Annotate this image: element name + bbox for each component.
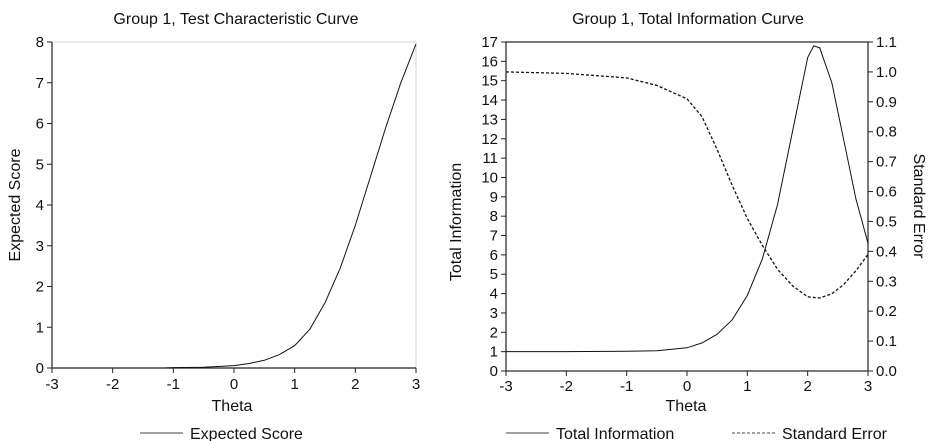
x-tick-label: 1 bbox=[743, 378, 751, 395]
y2-tick-label: 1.0 bbox=[876, 64, 897, 81]
y2-tick-label: 0.1 bbox=[876, 333, 897, 350]
x-tick-label: 1 bbox=[290, 376, 298, 393]
y-tick-label: 11 bbox=[482, 150, 498, 167]
y-tick-label: 1 bbox=[36, 319, 44, 336]
x-axis-label: Theta bbox=[212, 398, 253, 415]
x-tick-label: 0 bbox=[230, 376, 238, 393]
y-tick-label: 6 bbox=[36, 116, 44, 133]
y2-tick-label: 0.0 bbox=[876, 363, 897, 380]
y2-tick-label: 0.3 bbox=[876, 273, 897, 290]
x-ticks: -3 -2 -1 0 1 2 3 bbox=[499, 371, 872, 395]
y-tick-label: 8 bbox=[490, 208, 498, 225]
x-tick-label: -1 bbox=[167, 376, 180, 393]
legend-label-standard-error: Standard Error bbox=[782, 426, 888, 441]
legend-label-expected-score: Expected Score bbox=[190, 426, 303, 441]
y-tick-label: 13 bbox=[481, 111, 498, 128]
y2-axis-label: Standard Error bbox=[910, 154, 927, 260]
y-tick-label: 3 bbox=[36, 238, 44, 255]
series-line-standard-error bbox=[505, 71, 869, 299]
y-axis-label: Expected Score bbox=[7, 148, 24, 261]
x-tick-label: 2 bbox=[351, 376, 359, 393]
y2-tick-label: 0.4 bbox=[876, 243, 897, 260]
y-tick-label: 17 bbox=[481, 34, 498, 51]
y2-tick-label: 0.7 bbox=[876, 154, 897, 171]
y-tick-label: 2 bbox=[36, 279, 44, 296]
y2-tick-label: 0.5 bbox=[876, 213, 897, 230]
series-line-expected-score bbox=[164, 43, 417, 369]
y2-tick-label: 0.8 bbox=[876, 124, 897, 141]
y-tick-label: 5 bbox=[36, 156, 44, 173]
y-tick-label: 8 bbox=[36, 34, 44, 51]
chart-tcc: Group 1, Test Characteristic Curve 0 1 2 3 4… bbox=[7, 11, 420, 441]
chart-title: Group 1, Test Characteristic Curve bbox=[113, 11, 358, 28]
x-tick-label: -3 bbox=[45, 376, 58, 393]
series-lines bbox=[505, 45, 869, 353]
y2-tick-label: 0.9 bbox=[876, 94, 897, 111]
y-tick-label: 2 bbox=[490, 324, 498, 341]
series-lines bbox=[164, 43, 417, 369]
x-tick-label: 2 bbox=[803, 378, 811, 395]
x-tick-label: 3 bbox=[864, 378, 872, 395]
y-tick-label: 7 bbox=[490, 228, 498, 245]
y2-tick-label: 1.1 bbox=[876, 34, 897, 51]
legend-label-total-information: Total Information bbox=[556, 426, 674, 441]
x-tick-label: -1 bbox=[620, 378, 633, 395]
y-tick-label: 6 bbox=[490, 247, 498, 264]
y-tick-label: 14 bbox=[481, 92, 498, 109]
x-tick-label: 3 bbox=[412, 376, 420, 393]
y-tick-label: 10 bbox=[481, 169, 498, 186]
y-tick-label: 4 bbox=[490, 286, 498, 303]
legend: Total Information Standard Error bbox=[506, 426, 888, 441]
x-tick-label: -2 bbox=[106, 376, 119, 393]
y2-ticks: 0.0 0.1 0.2 0.3 0.4 0.5 0.6 0.7 0.8 0.9 1.0 1.1 bbox=[868, 34, 897, 380]
x-axis-label: Theta bbox=[666, 398, 707, 415]
y-tick-label: 15 bbox=[481, 73, 498, 90]
legend: Expected Score bbox=[140, 426, 303, 441]
y-tick-label: 9 bbox=[490, 189, 498, 206]
x-ticks: -3 -2 -1 0 1 2 3 bbox=[45, 368, 420, 393]
y-tick-label: 16 bbox=[481, 53, 498, 70]
y2-tick-label: 0.6 bbox=[876, 184, 897, 201]
x-tick-label: 0 bbox=[683, 378, 691, 395]
y-tick-label: 3 bbox=[490, 305, 498, 322]
x-tick-label: -2 bbox=[560, 378, 573, 395]
y-tick-label: 5 bbox=[490, 266, 498, 283]
y-tick-label: 0 bbox=[36, 360, 44, 377]
y-tick-label: 4 bbox=[36, 197, 44, 214]
y-axis-label: Total Information bbox=[448, 163, 465, 281]
plot-frame bbox=[505, 41, 869, 372]
y-tick-label: 1 bbox=[490, 344, 498, 361]
chart-title: Group 1, Total Information Curve bbox=[572, 11, 804, 28]
y2-tick-label: 0.2 bbox=[876, 303, 897, 320]
x-tick-label: -3 bbox=[499, 378, 512, 395]
y-tick-label: 0 bbox=[490, 363, 498, 380]
chart-info: Group 1, Total Information Curve 0123456… bbox=[448, 11, 927, 441]
y-tick-label: 7 bbox=[36, 75, 44, 92]
series-line-total-information bbox=[506, 45, 869, 353]
y-ticks: 0 1 2 3 4 5 6 7 8 bbox=[36, 34, 52, 377]
y-tick-label: 12 bbox=[481, 131, 498, 148]
